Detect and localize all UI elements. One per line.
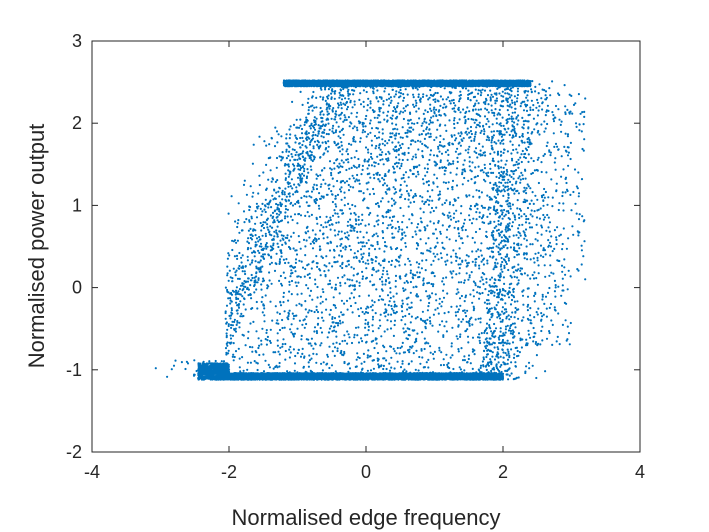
data-point (330, 286, 333, 289)
x-tick-label: -2 (221, 462, 237, 482)
data-point (296, 327, 299, 330)
data-point (426, 163, 429, 166)
y-axis-title: Normalised power output (24, 124, 49, 369)
data-point (580, 130, 583, 133)
y-axis: -2 -1 0 1 2 3 (66, 31, 640, 462)
y-tick-label: -2 (66, 442, 82, 462)
y-tick-label: -1 (66, 360, 82, 380)
data-point (275, 130, 279, 133)
data-point (549, 302, 553, 306)
x-tick-label: 2 (498, 462, 508, 482)
plot-area-frame (91, 40, 641, 453)
scatter-point-cloud (154, 79, 587, 381)
data-point (556, 335, 559, 338)
y-tick-label: 1 (72, 195, 82, 215)
data-point (560, 294, 563, 297)
x-tick-label: 0 (361, 462, 371, 482)
x-axis-title: Normalised edge frequency (231, 505, 500, 530)
data-point (467, 261, 470, 264)
data-point (567, 237, 570, 240)
data-point (241, 270, 244, 273)
data-point (543, 187, 546, 191)
y-tick-label: 3 (72, 31, 82, 51)
x-axis: -4 -2 0 2 4 (84, 41, 645, 482)
data-point (262, 171, 265, 174)
scatter-points (154, 79, 587, 381)
data-point (577, 171, 580, 174)
y-tick-label: 0 (72, 278, 82, 298)
data-point (584, 97, 587, 100)
x-tick-label: -4 (84, 462, 100, 482)
y-tick-label: 2 (72, 113, 82, 133)
data-point (549, 245, 553, 248)
x-tick-label: 4 (635, 462, 645, 482)
